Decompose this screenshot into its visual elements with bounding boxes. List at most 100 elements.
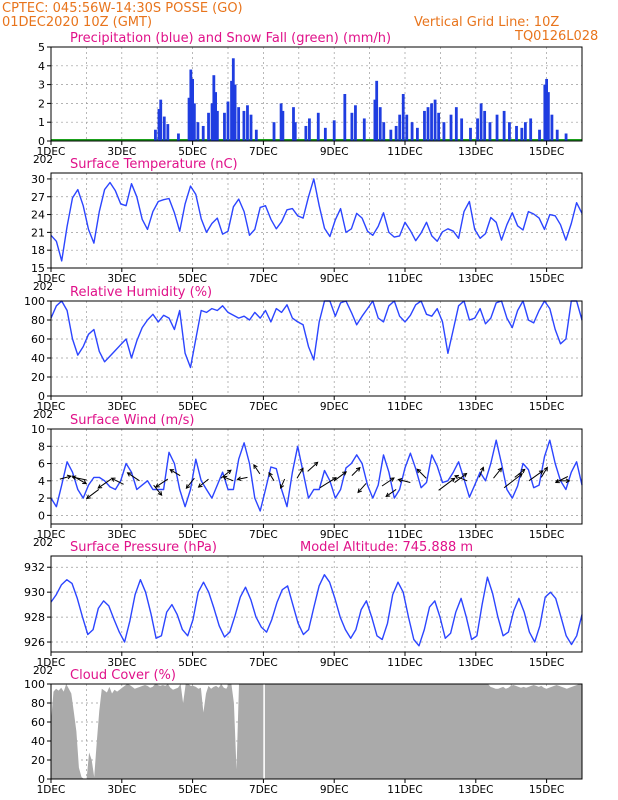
wind-arrow	[126, 472, 140, 482]
precip-bar	[430, 103, 433, 141]
x-tick-label: 9DEC	[320, 784, 349, 796]
wind-arrow	[279, 478, 286, 490]
precip-bar	[555, 129, 559, 141]
precip-bar	[437, 112, 441, 141]
y-tick-label: 926	[24, 636, 45, 649]
precip-bar	[323, 127, 327, 141]
precip-bar	[214, 92, 218, 141]
x-tick-label: 13DEC	[458, 146, 493, 158]
panel-frame	[50, 555, 583, 653]
precip-bar	[272, 122, 276, 141]
precip-bar	[166, 124, 170, 141]
panel-title: Surface Wind (m/s)	[70, 413, 194, 428]
x-tick-label: 3DEC	[107, 529, 136, 541]
precip-bar	[223, 112, 226, 141]
precip-bar	[523, 122, 527, 141]
precip-bar	[502, 110, 506, 141]
y-tick-label: 20	[31, 754, 45, 767]
precip-bar	[469, 127, 472, 141]
precip-bar	[488, 122, 492, 141]
precip-bar	[454, 107, 458, 141]
y-tick-label: 8	[38, 440, 45, 453]
precip-bar	[293, 122, 297, 141]
precip-bar	[564, 133, 568, 141]
year-stub: 202	[33, 537, 53, 549]
precip-bar	[460, 118, 464, 141]
x-tick-label: 7DEC	[249, 401, 278, 413]
x-tick-label: 3DEC	[107, 146, 136, 158]
wind-arrow	[385, 489, 397, 498]
precip-bar	[546, 92, 550, 141]
wind-arrow	[169, 469, 181, 477]
precip-bar	[304, 125, 308, 141]
precip-bar	[343, 94, 347, 141]
x-tick-label: 9DEC	[320, 273, 349, 285]
precip-bar	[279, 103, 283, 141]
precip-bar	[332, 120, 336, 141]
precip-bar	[189, 69, 193, 141]
y-tick-label: 60	[31, 333, 45, 346]
y-tick-label: 80	[31, 314, 45, 327]
x-tick-label: 1DEC	[37, 146, 66, 158]
x-tick-label: 15DEC	[529, 657, 564, 669]
precip-bar	[212, 75, 216, 141]
precip-bar	[157, 109, 161, 141]
precip-bar	[426, 107, 430, 141]
x-tick-label: 3DEC	[107, 657, 136, 669]
precip-bar	[249, 114, 253, 141]
panel-title: Cloud Cover (%)	[70, 668, 176, 683]
wind-arrow	[296, 467, 304, 479]
wind-arrow	[220, 469, 232, 479]
panel-1: 0 1 2 3 4 5 1DEC 3DEC 5DEC 7DEC 9DEC 11DEC 13DEC 15DE…	[33, 31, 583, 166]
x-tick-label: 5DEC	[178, 657, 207, 669]
precip-bar	[196, 122, 200, 141]
year-stub: 202	[33, 409, 53, 421]
panels: 0 1 2 3 4 5 1DEC 3DEC 5DEC 7DEC 9DEC 11DEC 13DEC 15DE…	[24, 31, 583, 796]
panel-title: Relative Humidity (%)	[70, 285, 212, 300]
panel-frame	[50, 300, 583, 397]
x-tick-label: 7DEC	[249, 273, 278, 285]
panel-frame	[50, 428, 583, 525]
y-tick-label: 100	[24, 678, 45, 691]
precip-bar	[538, 129, 541, 141]
precip-bar	[233, 84, 237, 141]
precip-bar	[449, 114, 453, 141]
x-tick-label: 15DEC	[529, 784, 564, 796]
year-stub: 202	[33, 154, 53, 166]
x-tick-label: 15DEC	[529, 273, 564, 285]
panel-frame	[50, 683, 583, 780]
panel-6: 0 20 40 60 80 100 1DEC 3DEC 5DEC 7DEC 9DEC 11DEC 13D…	[24, 668, 583, 796]
precip-bar	[382, 122, 386, 141]
x-tick-label: 13DEC	[458, 529, 493, 541]
y-tick-label: 27	[31, 191, 45, 204]
wind-arrow	[307, 461, 319, 472]
precip-bar	[308, 118, 311, 141]
panel-4: 0 2 4 6 8 10 1DEC 3DEC 5DEC 7DEC 9DEC 11DEC 13DEC 15D…	[31, 413, 583, 549]
x-tick-label: 1DEC	[37, 273, 66, 285]
x-tick-label: 13DEC	[458, 657, 493, 669]
model-code: TQ0126L028	[514, 29, 598, 44]
y-tick-label: 932	[24, 561, 45, 574]
precip-bar	[401, 94, 405, 141]
y-tick-label: 21	[31, 226, 45, 239]
wind-arrow	[493, 467, 503, 479]
x-tick-label: 3DEC	[107, 401, 136, 413]
y-tick-label: 60	[31, 716, 45, 729]
x-tick-label: 13DEC	[458, 273, 493, 285]
precip-bar	[410, 122, 414, 141]
precip-bar	[398, 114, 402, 141]
precip-bar	[373, 99, 377, 141]
precip-bar	[423, 110, 426, 141]
x-tick-label: 13DEC	[458, 784, 493, 796]
precip-bar	[230, 80, 233, 141]
x-tick-label: 3DEC	[107, 784, 136, 796]
precip-bar	[192, 103, 196, 141]
wind-arrow	[514, 468, 526, 478]
precip-bar	[350, 112, 354, 141]
wind-arrow	[110, 477, 124, 485]
x-tick-label: 11DEC	[387, 784, 422, 796]
y-tick-label: 40	[31, 352, 45, 365]
x-tick-label: 5DEC	[178, 529, 207, 541]
wind-arrow	[97, 478, 112, 489]
